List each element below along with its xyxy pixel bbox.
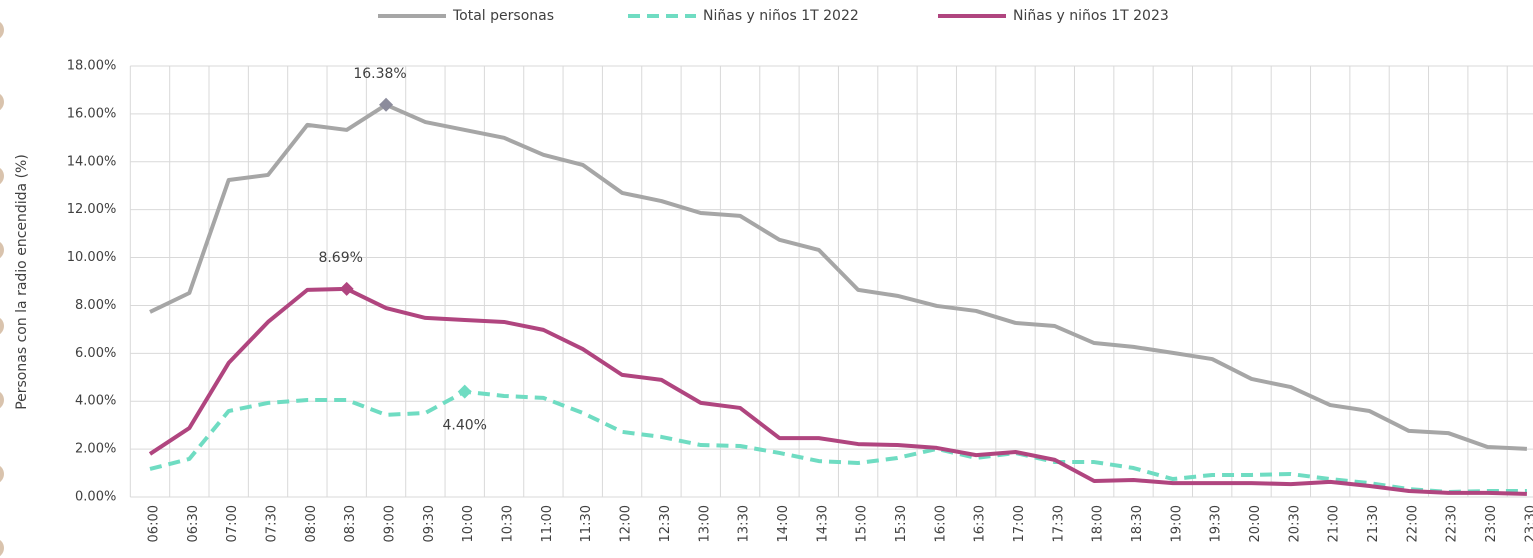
- x-tick-label: 21:30: [1366, 505, 1381, 542]
- data-marker: [339, 281, 354, 296]
- y-tick-label: 6.00%: [75, 346, 116, 361]
- x-tick-label: 23:30: [1523, 505, 1533, 542]
- data-label: 4.40%: [442, 418, 486, 434]
- series-line: [148, 286, 1527, 496]
- y-tick-label: 14.00%: [67, 154, 117, 169]
- x-tick-label: 07:00: [225, 505, 240, 542]
- x-tick-label: 18:00: [1091, 505, 1106, 542]
- x-tick-label: 22:30: [1445, 505, 1460, 542]
- x-tick-label: 17:00: [1012, 505, 1027, 542]
- x-tick-label: 08:30: [343, 505, 358, 542]
- series-line: [149, 102, 1527, 451]
- x-tick-label: 13:30: [737, 505, 752, 542]
- x-tick-label: 09:00: [383, 505, 398, 542]
- x-tick-label: 13:00: [697, 505, 712, 542]
- x-tick-label: 19:00: [1169, 505, 1184, 542]
- series-line: [149, 389, 1527, 494]
- data-label: 16.38%: [353, 66, 406, 82]
- x-tick-label: 22:00: [1405, 505, 1420, 542]
- x-tick-label: 15:00: [855, 505, 870, 542]
- y-tick-label: 8.00%: [75, 298, 116, 313]
- x-tick-label: 12:30: [658, 505, 673, 542]
- data-marker: [379, 97, 394, 112]
- y-tick-label: 12.00%: [67, 202, 117, 217]
- x-tick-label: 07:30: [265, 505, 280, 542]
- x-tick-label: 11:00: [540, 505, 555, 542]
- legend-label: Niñas y niños 1T 2022: [703, 8, 859, 24]
- x-tick-label: 16:00: [933, 505, 948, 542]
- data-marker: [457, 384, 472, 399]
- y-tick-label: 16.00%: [67, 106, 117, 121]
- y-tick-label: 0.00%: [75, 490, 116, 505]
- x-tick-label: 11:30: [579, 505, 594, 542]
- x-tick-label: 06:30: [186, 505, 201, 542]
- y-tick-label: 4.00%: [75, 394, 116, 409]
- x-tick-label: 20:00: [1248, 505, 1263, 542]
- x-tick-label: 15:30: [894, 505, 909, 542]
- x-tick-label: 18:30: [1130, 505, 1145, 542]
- x-tick-label: 20:30: [1287, 505, 1302, 542]
- legend-label: Total personas: [452, 8, 554, 24]
- x-tick-label: 16:30: [973, 505, 988, 542]
- x-tick-label: 06:00: [147, 505, 162, 542]
- data-label: 8.69%: [318, 250, 362, 266]
- x-tick-label: 08:00: [304, 505, 319, 542]
- x-tick-label: 09:30: [422, 505, 437, 542]
- x-tick-label: 10:00: [461, 505, 476, 542]
- x-tick-label: 17:30: [1051, 505, 1066, 542]
- x-tick-label: 12:00: [619, 505, 634, 542]
- decoration: [0, 22, 4, 556]
- legend-label: Niñas y niños 1T 2023: [1013, 8, 1169, 24]
- x-tick-label: 19:30: [1209, 505, 1224, 542]
- x-tick-label: 21:00: [1327, 505, 1342, 542]
- x-tick-label: 14:00: [776, 505, 791, 542]
- y-axis-title: Personas con la radio encendida (%): [14, 154, 30, 410]
- y-tick-label: 18.00%: [67, 59, 117, 74]
- y-tick-label: 2.00%: [75, 442, 116, 457]
- y-tick-label: 10.00%: [67, 250, 117, 265]
- x-tick-label: 23:00: [1484, 505, 1499, 542]
- x-tick-label: 14:30: [815, 505, 830, 542]
- x-tick-label: 10:30: [501, 505, 516, 542]
